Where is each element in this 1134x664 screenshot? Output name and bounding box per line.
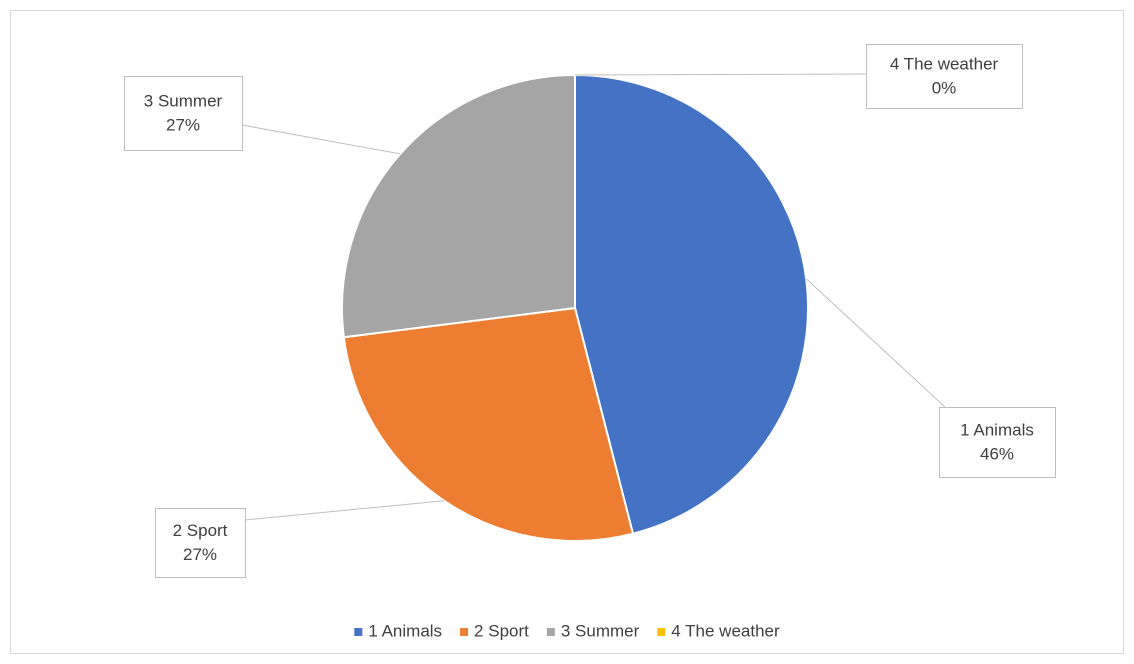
legend-label: 1 Animals <box>368 621 442 640</box>
data-label-box <box>939 407 1056 478</box>
data-label-box <box>866 44 1023 109</box>
data-label-name: 2 Sport <box>173 521 228 540</box>
legend-swatch <box>657 628 666 636</box>
leader-line <box>574 73 867 76</box>
leader-line <box>244 500 445 521</box>
legend-label: 2 Sport <box>474 621 529 640</box>
pie-slice <box>574 73 809 535</box>
leader-line <box>805 278 946 408</box>
data-label-box <box>155 508 246 578</box>
data-label-value: 0% <box>932 78 957 97</box>
leader-line <box>241 124 401 155</box>
legend-swatch <box>460 628 469 636</box>
data-label-box <box>124 76 243 151</box>
data-label-name: 4 The weather <box>890 54 999 73</box>
legend-swatch <box>546 628 555 636</box>
legend-label: 3 Summer <box>561 621 640 640</box>
data-label-name: 3 Summer <box>144 91 223 110</box>
data-label-name: 1 Animals <box>960 420 1034 439</box>
legend-label: 4 The weather <box>671 621 780 640</box>
legend-swatch <box>354 628 363 636</box>
data-label-value: 27% <box>166 115 200 134</box>
data-label-value: 27% <box>183 545 217 564</box>
data-label-value: 46% <box>980 444 1014 463</box>
